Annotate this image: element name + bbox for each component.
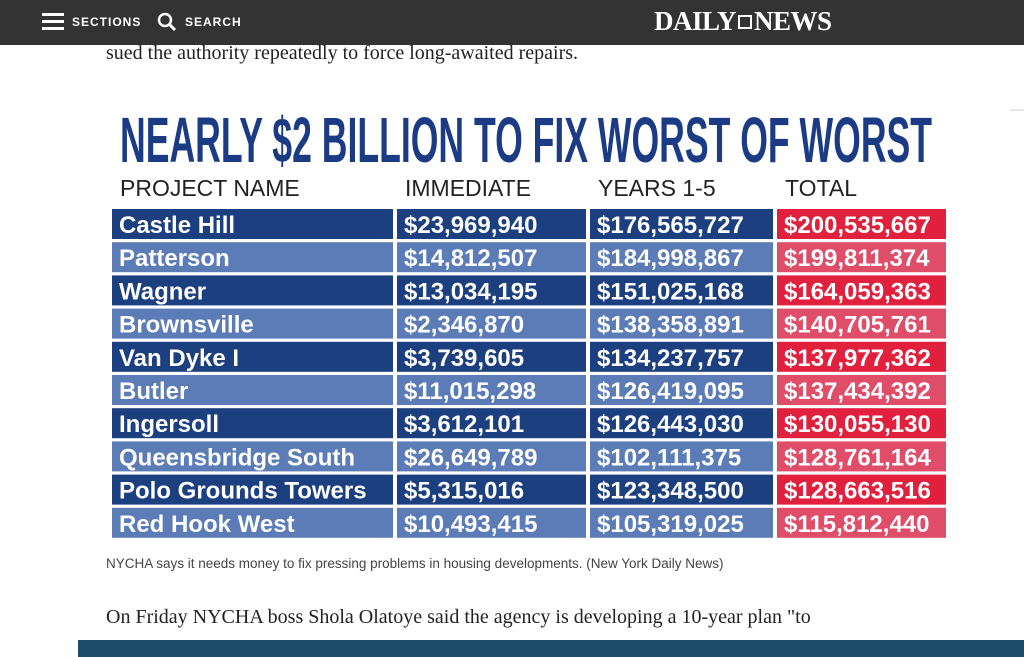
cell — [112, 209, 393, 239]
cell-text: $3,612,101 — [404, 411, 524, 438]
cell-text: $102,111,375 — [597, 444, 741, 471]
cell-text: $140,705,761 — [784, 312, 931, 339]
cell — [590, 341, 773, 372]
logo-part: NEWS — [754, 6, 832, 36]
cell-text: $128,761,164 — [784, 444, 931, 471]
cell — [112, 474, 393, 505]
cell-text: Ingersoll — [119, 411, 219, 438]
cell — [777, 308, 946, 339]
cell-text: $10,493,415 — [404, 511, 537, 538]
cell — [590, 209, 773, 239]
cell-text: $164,059,363 — [784, 278, 931, 305]
cell — [777, 474, 946, 505]
cell-text: $11,015,298 — [404, 378, 536, 405]
cell — [777, 242, 946, 273]
cell — [397, 308, 586, 339]
cell-text: $200,535,667 — [784, 212, 931, 239]
cell-text: Wagner — [119, 278, 206, 305]
cell-text: Castle Hill — [119, 212, 235, 239]
cell-text: $199,811,374 — [784, 245, 930, 272]
cell — [397, 375, 586, 405]
cell-text: $130,055,130 — [784, 411, 931, 438]
cell — [112, 242, 393, 273]
cell — [590, 507, 773, 538]
paragraph: On Friday NYCHA boss Shola Olatoye said … — [106, 606, 811, 628]
cell-text: $137,977,362 — [784, 345, 931, 372]
cell-text: $176,565,727 — [597, 212, 744, 239]
bottom-bar — [78, 640, 1024, 657]
cell-text: $26,649,789 — [404, 444, 537, 471]
cell — [777, 507, 946, 538]
column-header: YEARS 1-5 — [598, 175, 716, 201]
cell — [777, 275, 946, 306]
cell — [590, 441, 773, 472]
cell-text: $115,812,440 — [784, 511, 930, 538]
graphic: NEARLY $2 BILLION TO FIX WORST OF WORST … — [112, 104, 1024, 538]
cell-text: $14,812,507 — [404, 245, 537, 272]
cell-text: Butler — [119, 378, 188, 405]
cell-text: Polo Grounds Towers — [119, 478, 367, 505]
cell — [112, 275, 393, 306]
cell-text: $184,998,867 — [597, 245, 744, 272]
search-icon[interactable] — [157, 12, 177, 32]
cell-text: $23,969,940 — [404, 212, 537, 239]
cell — [112, 408, 393, 439]
cell-text: Van Dyke I — [119, 345, 239, 372]
cell — [590, 375, 773, 405]
cell — [112, 441, 393, 472]
cell — [777, 408, 946, 439]
cell — [777, 209, 946, 239]
cell-text: $151,025,168 — [597, 278, 744, 305]
paragraph: sued the authority repeatedly to force l… — [106, 42, 579, 64]
cell — [112, 308, 393, 339]
cell-text: $128,663,516 — [784, 478, 931, 505]
cell-text: $138,358,891 — [597, 312, 744, 339]
cell-text: $137,434,392 — [784, 378, 931, 405]
cell — [777, 441, 946, 472]
caption: NYCHA says it needs money to fix pressin… — [106, 556, 724, 571]
cell — [112, 375, 393, 405]
cell-text: $5,315,016 — [404, 478, 524, 505]
sections-link[interactable]: SECTIONS — [72, 15, 142, 29]
cell — [590, 474, 773, 505]
cell-text: $2,346,870 — [404, 312, 524, 339]
cell-text: $105,319,025 — [597, 511, 744, 538]
cell-text: $134,237,757 — [597, 345, 744, 372]
cell-text: Patterson — [119, 245, 230, 272]
cell-text: Brownsville — [119, 312, 254, 339]
cell — [590, 408, 773, 439]
column-header: IMMEDIATE — [405, 175, 531, 201]
cell — [397, 341, 586, 372]
cell-text: $126,419,095 — [597, 378, 744, 405]
cell — [397, 209, 586, 239]
logo[interactable]: DAILY NEWS — [654, 6, 832, 37]
cell — [397, 242, 586, 273]
cell-text: Queensbridge South — [119, 444, 355, 471]
search-link[interactable]: SEARCH — [185, 15, 242, 29]
cell — [590, 308, 773, 339]
cell-text: $123,348,500 — [597, 478, 744, 505]
cell — [590, 275, 773, 306]
cell — [590, 242, 773, 273]
cell-text: $3,739,605 — [404, 345, 524, 372]
cell — [777, 375, 946, 405]
graphic-title: NEARLY $2 BILLION TO FIX WORST OF WORST — [120, 104, 932, 176]
cell — [397, 408, 586, 439]
cell — [397, 507, 586, 538]
cell — [112, 507, 393, 538]
cell-text: $13,034,195 — [404, 278, 537, 305]
cell — [397, 275, 586, 306]
column-header: PROJECT NAME — [120, 175, 300, 201]
cell-text: Red Hook West — [119, 511, 295, 538]
cell — [397, 474, 586, 505]
cell-text: $126,443,030 — [597, 411, 744, 438]
top-bar: SECTIONS SEARCH DAILY NEWS — [0, 0, 1024, 45]
column-header: TOTAL — [785, 175, 857, 201]
cell — [112, 341, 393, 372]
menu-icon[interactable] — [42, 12, 64, 32]
logo-part: DAILY — [654, 6, 737, 36]
cell — [397, 441, 586, 472]
cell — [777, 341, 946, 372]
